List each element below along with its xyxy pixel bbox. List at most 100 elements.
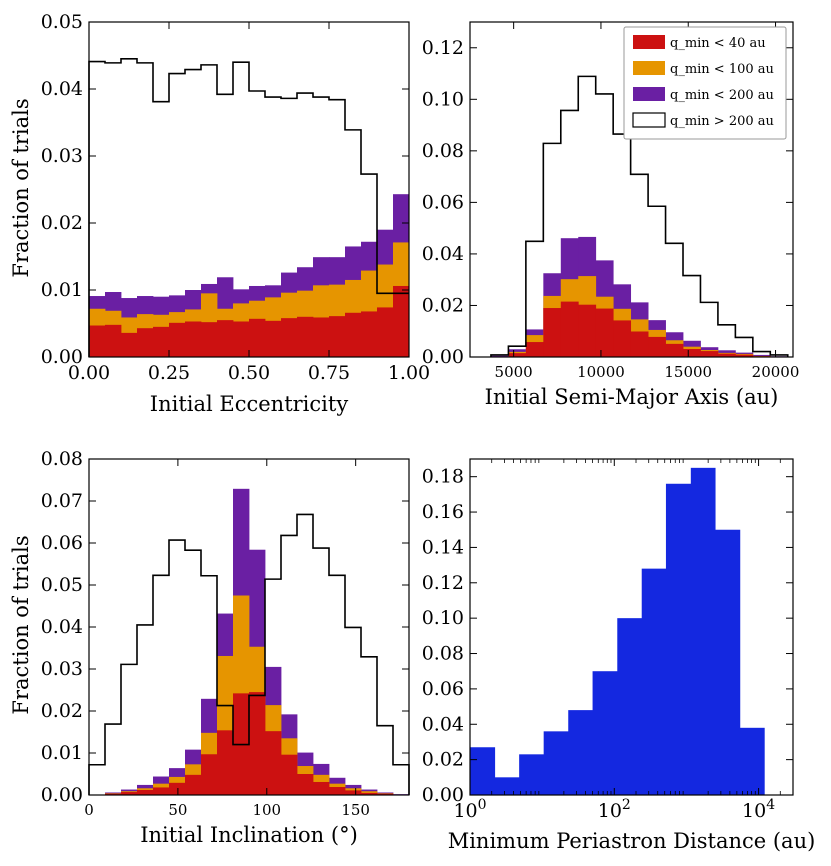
legend-box xyxy=(623,26,787,140)
bar-ecc-q40-1 xyxy=(105,324,122,357)
bar-sma-q40-12 xyxy=(700,351,719,357)
bar-ecc-q40-17 xyxy=(361,311,378,357)
ytick-label-sma-3: 0.06 xyxy=(422,191,464,213)
ytick-label-inc-2: 0.02 xyxy=(41,700,83,722)
chart-ecc: 0.00 0.01 0.02 0.03 0.04 0.05 0.00 0.25 0.50 0.75… xyxy=(41,11,430,416)
xtick-label-sma-3: 20000 xyxy=(752,363,800,381)
bar-sma-q40-9 xyxy=(648,336,666,357)
ytick-label-peri-9: 0.18 xyxy=(422,466,464,488)
ytick-label-inc-6: 0.06 xyxy=(41,532,83,554)
bar-sma-q40-11 xyxy=(683,349,701,357)
xtick-label-sma-2: 15000 xyxy=(664,363,712,381)
bar-peri-periastron-7 xyxy=(641,568,667,795)
ytick-label-peri-6: 0.12 xyxy=(422,572,464,594)
bar-ecc-q40-16 xyxy=(345,312,362,357)
ytick-label-inc-4: 0.04 xyxy=(41,616,83,638)
ytick-label-sma-0: 0.00 xyxy=(422,346,464,368)
step-outline-inc xyxy=(88,513,410,795)
ytick-label-ecc-3: 0.03 xyxy=(41,145,83,167)
ytick-label-peri-8: 0.16 xyxy=(422,501,464,523)
ytick-label-peri-4: 0.08 xyxy=(422,643,464,665)
ytick-label-ecc-2: 0.02 xyxy=(41,212,83,234)
bar-inc-q40-1 xyxy=(105,793,122,795)
y-axis-label-top: Fraction of trials xyxy=(9,98,33,277)
bar-inc-q40-15 xyxy=(329,787,346,795)
bar-peri-periastron-9 xyxy=(690,467,716,795)
ytick-label-sma-2: 0.04 xyxy=(422,243,464,265)
xtick-label-inc-1: 50 xyxy=(168,801,187,819)
ytick-label-sma-1: 0.02 xyxy=(422,294,464,316)
bar-ecc-q40-6 xyxy=(185,321,202,357)
bar-peri-periastron-10 xyxy=(715,529,741,795)
xtick-label-inc-0: 0 xyxy=(84,801,94,819)
bar-inc-q40-5 xyxy=(169,782,186,795)
x-axis-label-inc: Initial Inclination (°) xyxy=(140,823,358,847)
bar-inc-q40-12 xyxy=(281,754,298,795)
bar-inc-q40-7 xyxy=(201,754,218,795)
xtick-label-inc-3: 150 xyxy=(341,801,370,819)
bar-peri-periastron-6 xyxy=(617,618,643,795)
bar-ecc-q40-8 xyxy=(217,320,234,357)
bar-inc-q40-2 xyxy=(121,792,138,795)
bar-inc-q40-14 xyxy=(313,781,330,795)
bar-ecc-q40-13 xyxy=(297,316,314,357)
step-outline-sma xyxy=(490,75,789,357)
chart-inc: 0.00 0.01 0.02 0.03 0.04 0.05 0.06 0.07 0.08 0 50 1… xyxy=(41,448,410,847)
bar-ecc-q40-7 xyxy=(201,322,218,357)
bar-ecc-q40-18 xyxy=(377,307,394,357)
bar-ecc-q40-0 xyxy=(89,325,106,357)
bar-ecc-q40-15 xyxy=(329,316,346,357)
legend-swatch-q100 xyxy=(633,61,665,75)
xtick-label-sma-0: 5000 xyxy=(495,363,533,381)
bar-peri-periastron-2 xyxy=(519,754,545,795)
bar-ecc-q40-4 xyxy=(153,326,170,357)
bar-ecc-q40-5 xyxy=(169,322,186,357)
legend-label-q200: q_min < 200 au xyxy=(670,88,774,103)
bar-sma-q200-0 xyxy=(490,355,509,357)
legend: q_min < 40 au q_min < 100 au q_min < 200 a… xyxy=(623,26,787,140)
ytick-label-ecc-1: 0.01 xyxy=(41,279,83,301)
bar-ecc-q40-11 xyxy=(265,320,282,357)
xtick-label-ecc-2: 0.50 xyxy=(228,362,270,384)
bar-ecc-q40-3 xyxy=(137,328,154,357)
ytick-label-sma-5: 0.10 xyxy=(422,88,464,110)
ytick-label-peri-5: 0.10 xyxy=(422,607,464,629)
ytick-label-sma-6: 0.12 xyxy=(422,37,464,59)
bar-inc-q40-3 xyxy=(137,789,154,795)
bar-sma-q40-5 xyxy=(578,304,597,357)
bar-sma-q40-7 xyxy=(613,320,632,357)
bar-inc-q40-8 xyxy=(217,730,234,795)
legend-label-q40: q_min < 40 au xyxy=(670,36,766,51)
ytick-label-inc-7: 0.07 xyxy=(41,490,83,512)
xtick-label-peri-0: 100 xyxy=(453,797,486,822)
x-axis-label-sma: Initial Semi-Major Axis (au) xyxy=(485,385,779,409)
bar-peri-periastron-8 xyxy=(665,483,692,795)
ytick-label-ecc-4: 0.04 xyxy=(41,78,83,100)
bar-sma-q40-1 xyxy=(508,353,527,357)
xtick-label-inc-2: 100 xyxy=(252,801,281,819)
ytick-label-sma-4: 0.08 xyxy=(422,140,464,162)
x-axis-label-ecc: Initial Eccentricity xyxy=(150,392,349,416)
chart-sma: 0.00 0.02 0.04 0.06 0.08 0.10 0.12 5000 10000 150… xyxy=(422,21,800,409)
bar-inc-q40-6 xyxy=(185,774,202,795)
bar-peri-periastron-11 xyxy=(739,727,765,795)
bar-sma-q40-6 xyxy=(595,308,614,357)
bar-peri-periastron-3 xyxy=(543,731,569,795)
legend-swatch-q40 xyxy=(633,35,665,49)
xtick-label-ecc-1: 0.25 xyxy=(148,362,190,384)
xtick-label-ecc-0: 0.00 xyxy=(68,362,110,384)
ytick-label-ecc-5: 0.05 xyxy=(41,11,83,33)
step-outline-ecc xyxy=(88,58,409,357)
ytick-label-inc-1: 0.01 xyxy=(41,742,83,764)
axes-frame-peri xyxy=(469,458,794,796)
xtick-label-sma-1: 10000 xyxy=(577,363,625,381)
bar-sma-q40-8 xyxy=(630,331,649,357)
legend-label-outline: q_min > 200 au xyxy=(670,114,774,129)
chart-peri: 0.00 0.02 0.04 0.06 0.08 0.10 0.12 0.14 0.16 0.18… xyxy=(422,458,815,853)
bar-peri-periastron-1 xyxy=(494,777,520,795)
bar-sma-q40-13 xyxy=(717,353,736,357)
bar-inc-q40-18 xyxy=(377,793,394,795)
ytick-label-peri-2: 0.04 xyxy=(422,713,464,735)
xtick-label-peri-2: 104 xyxy=(742,797,775,822)
